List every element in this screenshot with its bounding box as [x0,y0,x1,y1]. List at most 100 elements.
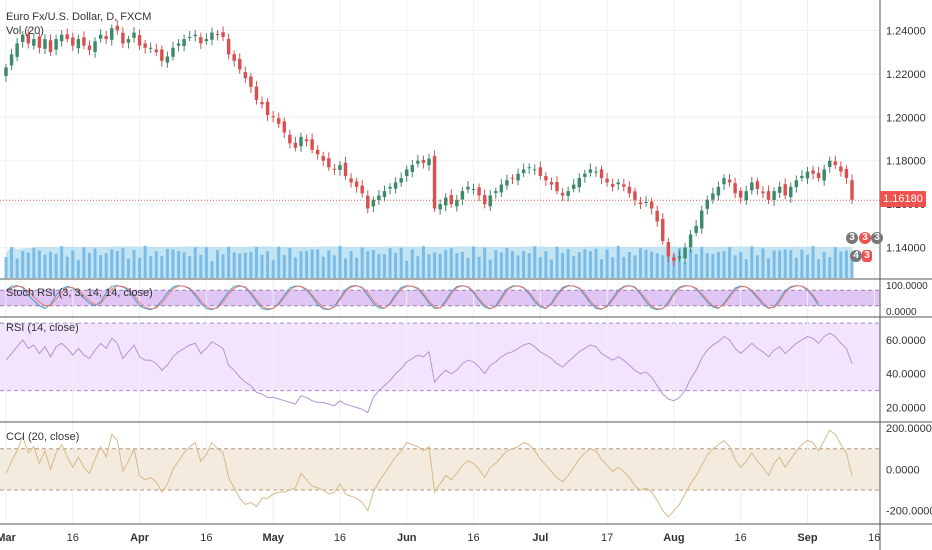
candle-body [366,195,370,209]
event-badge[interactable]: 4 [850,250,862,262]
candle-body [32,39,36,46]
volume-bar [510,251,514,278]
volume-bar [349,251,353,278]
time-axis-tick-label: 16 [467,532,479,544]
volume-bar [282,255,286,278]
candle-body [616,182,620,185]
candle-body [371,199,376,207]
volume-bar [694,254,698,278]
volume-bar [210,261,214,278]
candle-body [121,32,125,44]
candle-body [471,188,476,190]
volume-bar [505,248,509,278]
volume-bar [271,260,275,278]
volume-bar [488,259,492,278]
volume-bar [405,260,409,278]
time-axis-tick-label: Sep [797,532,817,544]
event-badge[interactable]: 3 [862,250,872,262]
candle-body [193,34,197,37]
volume-bar [722,251,726,278]
candle-body [43,39,47,49]
volume-bar [216,250,219,278]
stoch-rsi-d-line [5,285,820,310]
volume-bar [772,250,776,278]
candle-body [633,191,637,200]
volume-bar [177,251,181,278]
volume-bar [755,255,759,278]
candle-body [265,101,270,116]
candle-body [505,180,509,186]
candle-body [360,185,364,194]
event-badge[interactable]: 3 [859,232,871,244]
candle-body [811,170,815,174]
volume-label[interactable]: Vol (20) [6,25,44,37]
candle-body [299,136,303,147]
volume-bar [93,248,97,278]
candle-body [104,36,108,40]
candle-body [516,173,520,181]
cci-axis-tick-label: -200.0000 [886,506,932,518]
volume-bar [716,251,720,278]
volume-bar [382,254,386,278]
volume-bar [71,250,75,278]
volume-bar [700,246,704,278]
candle-body [110,28,114,40]
candle-body [410,165,415,172]
candle-body [393,182,398,189]
event-badge[interactable]: 3 [871,232,883,244]
price-axis-tick-label: 1.24000 [886,25,926,37]
candle-body [176,43,181,46]
volume-bar [260,254,264,278]
candle-body [533,169,537,171]
candle-body [727,179,732,183]
candle-body [688,234,693,248]
rsi-label[interactable]: RSI (14, close) [6,322,79,334]
candle-body [833,161,838,166]
volume-bar [110,249,114,278]
candle-body [332,168,337,170]
candle-body [711,193,715,200]
volume-bar [32,248,36,278]
candle-body [377,195,381,201]
volume-bar [555,246,559,278]
candle-body [449,195,453,205]
candle-body [243,72,248,79]
candle-body [388,186,392,189]
rsi-axis-tick-label: 20.0000 [886,402,926,414]
volume-bar [65,256,69,278]
volume-bar [767,258,771,278]
volume-bar [850,255,854,278]
candle-body [538,167,543,176]
price-axis-tick-label: 1.20000 [886,112,926,124]
volume-bar [104,253,108,278]
candle-body [276,118,281,124]
volume-bar [232,252,236,278]
candle-body [327,158,331,168]
candle-body [126,39,131,43]
volume-bar [705,253,709,278]
candle-body [766,191,771,200]
candle-body [783,184,787,196]
indicator-bands-layer [0,289,880,491]
cci-line [5,429,853,518]
candle-body [744,191,748,201]
time-axis-tick-label: 16 [868,532,880,544]
cci-label[interactable]: CCI (20, close) [6,431,80,443]
candle-body [466,186,470,190]
time-axis-tick-label: 16 [67,532,79,544]
volume-bar [611,257,615,278]
cci-axis-tick-label: 200.0000 [886,423,932,435]
candle-body [54,39,58,50]
stoch-rsi-label[interactable]: Stoch RSI (3, 3, 14, 14, close) [6,287,153,299]
event-badge[interactable]: 3 [846,232,858,244]
time-axis-tick-label: 16 [735,532,747,544]
volume-bar [310,249,314,278]
symbol-title[interactable]: Euro Fx/U.S. Dollar, D, FXCM [6,11,152,23]
candle-body [26,34,30,44]
volume-bar [321,256,325,278]
candle-body [644,201,648,203]
candle-body [571,184,576,189]
volume-bar [844,250,848,278]
volume-bar [76,260,80,278]
